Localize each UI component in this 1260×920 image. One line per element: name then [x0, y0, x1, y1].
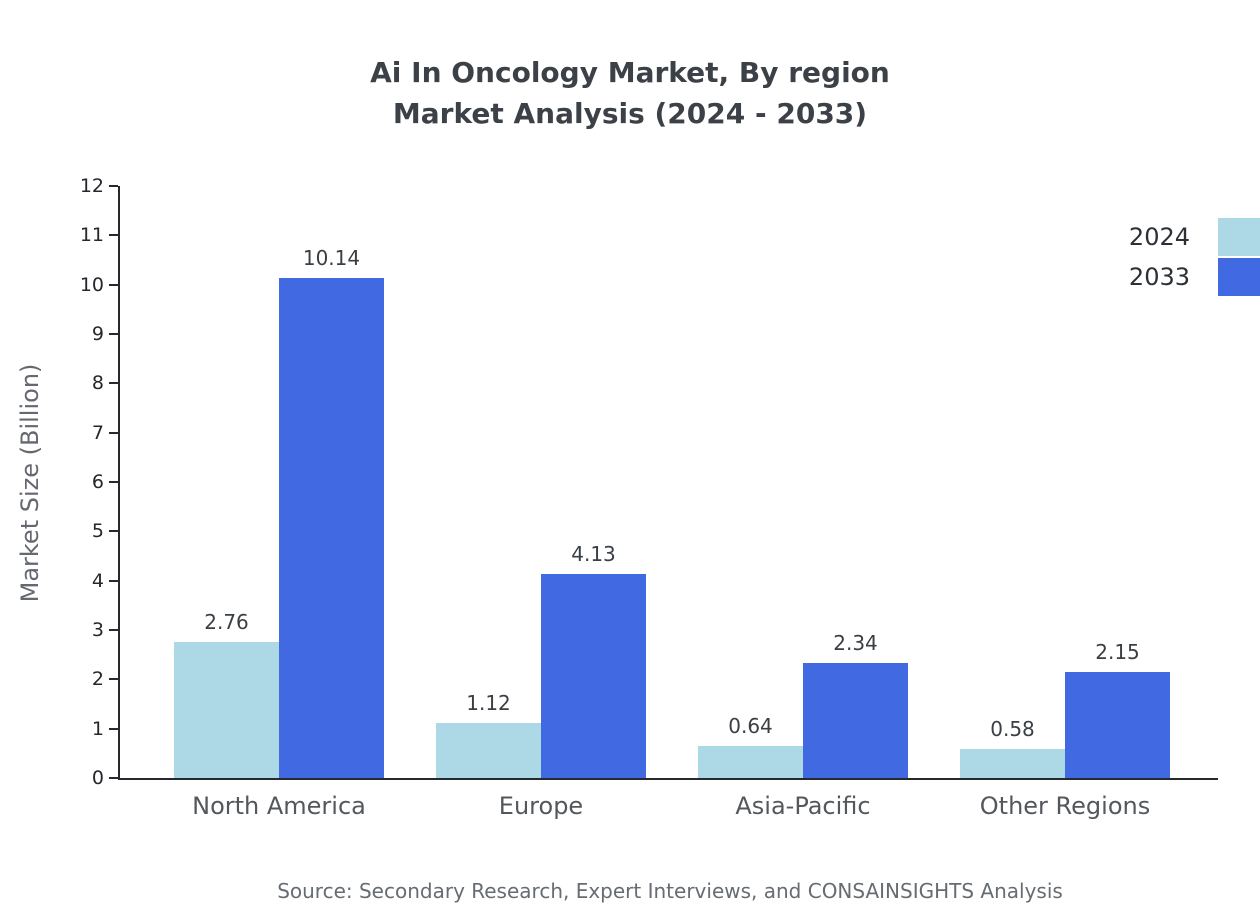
- bar-2024-europe: [436, 722, 541, 778]
- x-axis-label: Europe: [498, 792, 584, 820]
- y-axis-tick-label: 7: [91, 421, 104, 444]
- value-label: 0.58: [990, 717, 1035, 742]
- y-axis-tick-label: 2: [91, 668, 104, 691]
- x-axis-label: North America: [192, 792, 366, 820]
- y-axis-tick-label: 12: [79, 175, 104, 197]
- chart-title-line1: Ai In Oncology Market, By region: [370, 56, 890, 89]
- bar-2024-other-regions: [960, 749, 1065, 778]
- y-axis-tick: [109, 431, 118, 434]
- legend-label: 2024: [1128, 223, 1190, 251]
- y-axis-tick: [109, 382, 118, 385]
- y-axis-tick: [109, 777, 118, 779]
- legend-label: 2033: [1128, 263, 1190, 291]
- value-label: 1.12: [466, 690, 511, 715]
- bar-2024-north-america: [174, 641, 279, 778]
- y-axis-tick: [109, 481, 118, 483]
- y-axis-tick: [109, 283, 118, 286]
- y-axis-tick-label: 0: [91, 767, 104, 789]
- value-label: 2.76: [204, 609, 249, 634]
- value-label: 4.13: [571, 542, 616, 567]
- value-label: 10.14: [302, 245, 361, 270]
- chart-title-line2: Market Analysis (2024 - 2033): [392, 97, 868, 130]
- x-axis-label: Other Regions: [979, 792, 1151, 820]
- y-axis-tick-label: 4: [91, 569, 104, 592]
- legend-item: 2024: [1129, 218, 1260, 256]
- bar-2033-other-regions: [1065, 671, 1170, 778]
- y-axis-tick-label: 9: [91, 323, 104, 345]
- y-axis-tick: [109, 234, 118, 237]
- value-label: 2.15: [1095, 639, 1140, 664]
- legend: 2024 2033: [1129, 218, 1260, 296]
- y-axis-tick: [109, 678, 118, 681]
- y-axis-tick-label: 10: [79, 273, 104, 296]
- source-note: Source: Secondary Research, Expert Inter…: [277, 879, 1063, 903]
- value-label: 2.34: [833, 630, 878, 655]
- bar-2033-europe: [541, 574, 646, 778]
- y-axis-tick-label: 8: [91, 372, 104, 395]
- legend-swatch: [1218, 258, 1260, 296]
- legend-swatch: [1218, 218, 1260, 256]
- y-axis-tick-label: 11: [79, 224, 104, 247]
- y-axis-tick-label: 6: [91, 471, 104, 493]
- bar-2024-asia-pacific: [698, 746, 803, 778]
- y-axis-tick-label: 3: [91, 619, 104, 641]
- y-axis-tick: [109, 185, 118, 187]
- y-axis-tick-label: 5: [91, 520, 104, 543]
- y-axis-title: Market Size (Billion): [16, 363, 44, 603]
- y-axis-tick: [109, 727, 118, 730]
- y-axis-tick-label: 1: [91, 717, 104, 740]
- y-axis-tick: [109, 530, 118, 533]
- y-axis-tick: [109, 579, 118, 582]
- legend-item: 2033: [1129, 258, 1260, 296]
- value-label: 0.64: [728, 714, 773, 739]
- bar-2033-asia-pacific: [803, 662, 908, 778]
- x-axis-label: Asia-Pacific: [735, 792, 871, 820]
- bar-2033-north-america: [279, 277, 384, 778]
- plot-area: 0 1 2 3 4 5 6 7 8 9 10 11 12 2.76 10.14 North America 1.…: [80, 175, 1218, 820]
- y-axis-tick: [109, 333, 118, 335]
- y-axis-tick: [109, 629, 118, 631]
- chart-title: Ai In Oncology Market, By region Market …: [0, 52, 1260, 134]
